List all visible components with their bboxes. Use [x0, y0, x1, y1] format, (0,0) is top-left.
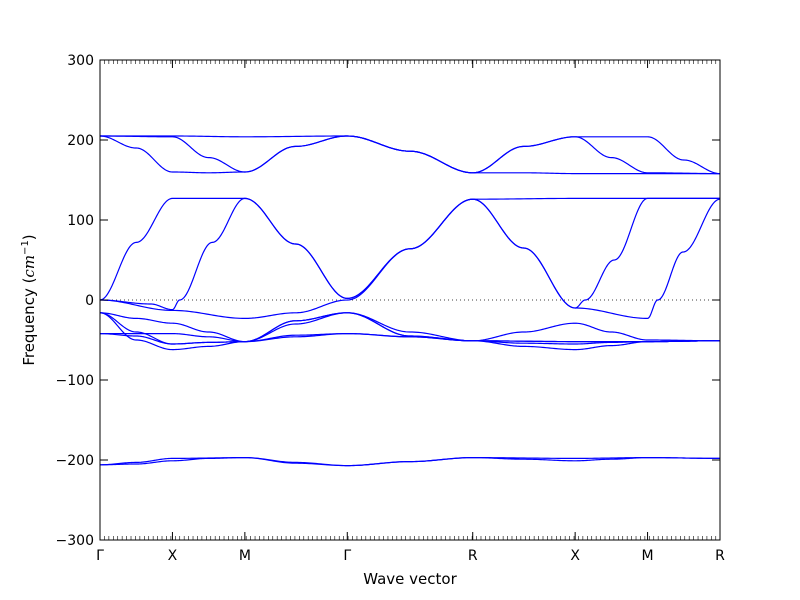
band-line-2: [100, 135, 720, 175]
x-tick-label: X: [570, 548, 580, 564]
x-tick-label: M: [239, 548, 251, 564]
band-line-7: [100, 312, 720, 343]
band-line-11: [100, 332, 720, 345]
y-tick-label: −100: [56, 373, 94, 389]
band-line-6: [100, 198, 720, 320]
band-line-9: [100, 312, 720, 351]
x-tick-label: M: [642, 548, 654, 564]
x-tick-label: R: [715, 548, 725, 564]
x-tick-label: R: [468, 548, 478, 564]
band-line-13: [100, 457, 720, 467]
band-line-1: [100, 135, 720, 175]
plot-area: [100, 135, 720, 467]
y-tick-label: 100: [67, 213, 94, 229]
band-line-3: [100, 135, 720, 175]
y-tick-label: 300: [67, 53, 94, 69]
y-tick-label: −300: [56, 533, 94, 549]
y-tick-label: 0: [85, 293, 94, 309]
y-axis-title: Frequency (cm−1): [20, 234, 38, 365]
x-tick-label: X: [168, 548, 178, 564]
band-line-5: [100, 197, 720, 311]
x-axis-title: Wave vector: [363, 570, 457, 588]
axes: Γ X M Γ R X M R −300 −200 −100 0 100 200 300: [56, 53, 726, 564]
x-tick-label: Γ: [96, 548, 104, 564]
x-tick-label: Γ: [343, 548, 351, 564]
y-tick-label: 200: [67, 133, 94, 149]
band-line-8: [100, 312, 720, 351]
y-tick-label: −200: [56, 453, 94, 469]
